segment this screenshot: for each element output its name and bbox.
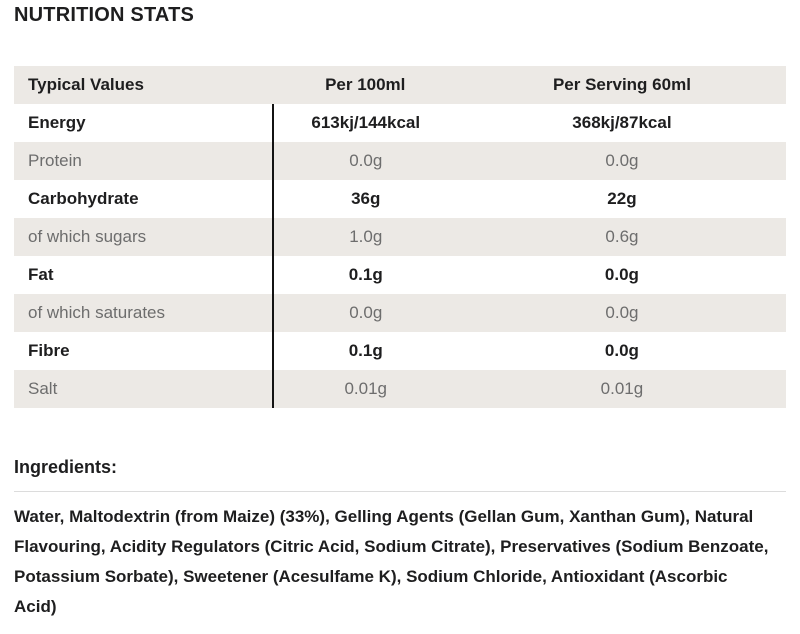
nutrient-label: Fibre [28,341,70,360]
table-row-salt: Salt 0.01g 0.01g [14,370,786,408]
ingredients-text: Water, Maltodextrin (from Maize) (33%), … [14,507,769,616]
column-header-per-serving-60ml: Per Serving 60ml [552,75,691,94]
per-serving-value: 0.0g [605,303,639,322]
per-100ml-value: 0.0g [271,294,458,332]
column-header-per-100ml: Per 100ml [325,75,406,94]
nutrient-label: of which saturates [28,303,166,322]
per-100ml-value: 0.1g [271,256,458,294]
nutrient-label: Energy [28,113,86,132]
table-header-row: Typical Values Per 100ml Per Serving 60m… [14,66,786,104]
table-row-fat: Fat 0.1g 0.0g [14,256,786,294]
nutrition-table: Typical Values Per 100ml Per Serving 60m… [14,66,786,408]
page-title: NUTRITION STATS [14,4,195,26]
nutrient-label: Protein [28,151,82,170]
table-row-of-which-saturates: of which saturates 0.0g 0.0g [14,294,786,332]
per-serving-value: 368kj/87kcal [572,113,672,132]
per-serving-value: 0.0g [604,265,639,284]
table-row-of-which-sugars: of which sugars 1.0g 0.6g [14,218,786,256]
per-100ml-value: 36g [271,180,458,218]
per-serving-value: 0.01g [600,379,644,398]
table-row-carbohydrate: Carbohydrate 36g 22g [14,180,786,218]
per-100ml-value: 0.0g [271,142,458,180]
per-serving-value: 22g [607,189,637,208]
per-100ml-value: 1.0g [271,218,458,256]
per-100ml-value: 0.01g [271,370,458,408]
per-serving-value: 0.0g [605,151,639,170]
nutrient-label: of which sugars [28,227,147,246]
nutrient-label: Carbohydrate [28,189,139,208]
table-row-energy: Energy 613kj/144kcal 368kj/87kcal [14,104,786,142]
per-serving-value: 0.6g [605,227,639,246]
ingredients-divider [14,491,786,492]
table-row-fibre: Fibre 0.1g 0.0g [14,332,786,370]
column-header-typical-values: Typical Values [28,75,144,94]
ingredients-heading: Ingredients: [14,457,118,477]
per-serving-value: 0.0g [604,341,639,360]
nutrient-label: Fat [28,265,54,284]
per-100ml-value: 0.1g [271,332,458,370]
nutrient-label: Salt [28,379,58,398]
per-100ml-value: 613kj/144kcal [271,104,458,142]
table-row-protein: Protein 0.0g 0.0g [14,142,786,180]
